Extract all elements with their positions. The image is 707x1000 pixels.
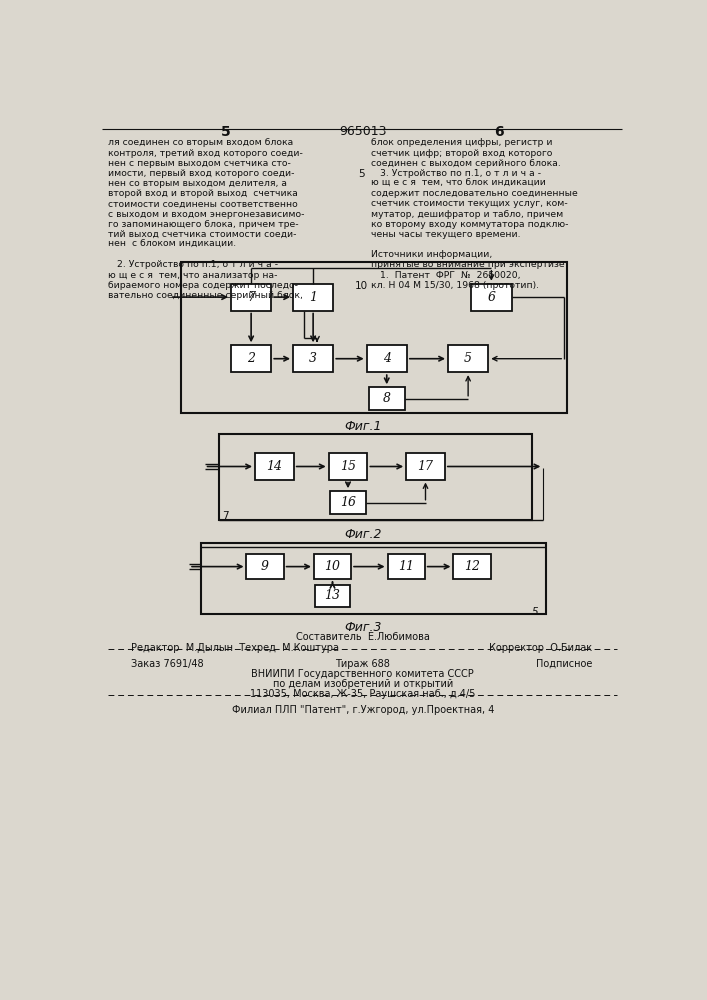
Text: 3: 3 xyxy=(309,352,317,365)
Text: Подписное: Подписное xyxy=(536,659,592,669)
Text: Фиг.1: Фиг.1 xyxy=(344,420,382,433)
Text: Источники информации,: Источники информации, xyxy=(371,250,493,259)
Text: ю щ е с я  тем, что блок индикации: ю щ е с я тем, что блок индикации xyxy=(371,179,546,188)
Bar xyxy=(293,284,333,311)
Text: блок определения цифры, регистр и: блок определения цифры, регистр и xyxy=(371,138,553,147)
Text: 113035, Москва, Ж-35, Раушская наб., д.4/5: 113035, Москва, Ж-35, Раушская наб., д.4… xyxy=(250,689,475,699)
Text: ВНИИПИ Государственного комитета СССР: ВНИИПИ Государственного комитета СССР xyxy=(252,669,474,679)
Text: вательно соединенные серийный блок,: вательно соединенные серийный блок, xyxy=(107,291,303,300)
Text: Корректор  О.Билак: Корректор О.Билак xyxy=(489,643,592,653)
Text: 1.  Патент  ФРГ  №  2650020,: 1. Патент ФРГ № 2650020, xyxy=(371,271,521,280)
Text: с выходом и входом энергонезависимо-: с выходом и входом энергонезависимо- xyxy=(107,210,304,219)
Text: тий выход счетчика стоимости соеди-: тий выход счетчика стоимости соеди- xyxy=(107,230,296,239)
Text: 10: 10 xyxy=(325,560,341,573)
Text: 6: 6 xyxy=(494,125,504,139)
Text: 7: 7 xyxy=(247,291,255,304)
Bar xyxy=(218,434,532,520)
Bar xyxy=(315,585,349,607)
Text: принятые во внимание при экспертизе: принятые во внимание при экспертизе xyxy=(371,260,565,269)
Text: чены часы текущего времени.: чены часы текущего времени. xyxy=(371,230,521,239)
Text: 5.: 5. xyxy=(532,607,542,617)
Bar xyxy=(330,491,366,514)
Bar xyxy=(231,345,271,372)
Text: нен со вторым выходом делителя, а: нен со вторым выходом делителя, а xyxy=(107,179,287,188)
Text: 12: 12 xyxy=(464,560,480,573)
Text: го запоминающего блока, причем тре-: го запоминающего блока, причем тре- xyxy=(107,220,298,229)
Text: второй вход и второй выход  счетчика: второй вход и второй выход счетчика xyxy=(107,189,298,198)
Bar xyxy=(472,284,512,311)
Text: 4: 4 xyxy=(382,352,391,365)
Bar xyxy=(448,345,489,372)
Text: 11: 11 xyxy=(398,560,414,573)
Text: 15: 15 xyxy=(340,460,356,473)
Bar xyxy=(182,262,567,413)
Text: 8: 8 xyxy=(382,392,391,405)
Text: 3. Устройство по п.1, о т л и ч а -: 3. Устройство по п.1, о т л и ч а - xyxy=(371,169,542,178)
Text: 7: 7 xyxy=(222,511,228,521)
Text: кл. Н 04 М 15/30, 1968 (прототип).: кл. Н 04 М 15/30, 1968 (прототип). xyxy=(371,281,539,290)
Bar xyxy=(314,554,351,579)
Text: 5: 5 xyxy=(221,125,230,139)
Text: Заказ 7691/48: Заказ 7691/48 xyxy=(131,659,204,669)
Text: Составитель  Е.Любимова: Составитель Е.Любимова xyxy=(296,632,430,642)
Text: нен  с блоком индикации.: нен с блоком индикации. xyxy=(107,240,236,249)
Text: ю щ е с я  тем, что анализатор на-: ю щ е с я тем, что анализатор на- xyxy=(107,271,277,280)
Text: стоимости соединены соответственно: стоимости соединены соответственно xyxy=(107,199,298,208)
Bar xyxy=(387,554,425,579)
Text: мутатор, дешифратор и табло, причем: мутатор, дешифратор и табло, причем xyxy=(371,210,563,219)
Bar xyxy=(293,345,333,372)
Text: ко второму входу коммутатора подклю-: ко второму входу коммутатора подклю- xyxy=(371,220,568,229)
Text: счетчик цифр; второй вход которого: счетчик цифр; второй вход которого xyxy=(371,149,553,158)
Bar xyxy=(329,453,368,480)
Text: 16: 16 xyxy=(340,496,356,509)
Text: счетчик стоимости текущих услуг, ком-: счетчик стоимости текущих услуг, ком- xyxy=(371,199,568,208)
Text: 6: 6 xyxy=(487,291,496,304)
Bar xyxy=(367,345,407,372)
Bar xyxy=(231,284,271,311)
Text: 2: 2 xyxy=(247,352,255,365)
Text: 2. Устройство по п.1, о т л и ч а -: 2. Устройство по п.1, о т л и ч а - xyxy=(107,260,278,269)
Text: бираемого номера содержит последо-: бираемого номера содержит последо- xyxy=(107,281,298,290)
Text: Фиг.3: Фиг.3 xyxy=(344,621,382,634)
Text: 5: 5 xyxy=(358,169,365,179)
Bar xyxy=(255,453,293,480)
Text: 9: 9 xyxy=(261,560,269,573)
Text: Филиал ПЛП "Патент", г.Ужгород, ул.Проектная, 4: Филиал ПЛП "Патент", г.Ужгород, ул.Проек… xyxy=(231,705,494,715)
Text: 17: 17 xyxy=(418,460,433,473)
Text: соединен с выходом серийного блока.: соединен с выходом серийного блока. xyxy=(371,159,561,168)
Text: имости, первый вход которого соеди-: имости, первый вход которого соеди- xyxy=(107,169,294,178)
Text: 1: 1 xyxy=(309,291,317,304)
Text: 965013: 965013 xyxy=(339,125,387,138)
Text: ля соединен со вторым входом блока: ля соединен со вторым входом блока xyxy=(107,138,293,147)
Text: Фиг.2: Фиг.2 xyxy=(344,528,382,541)
Text: 14: 14 xyxy=(267,460,282,473)
Text: 5: 5 xyxy=(464,352,472,365)
Bar xyxy=(247,554,284,579)
Text: 10: 10 xyxy=(355,281,368,291)
Bar xyxy=(406,453,445,480)
Text: по делам изобретений и открытий: по делам изобретений и открытий xyxy=(273,679,453,689)
Text: 13: 13 xyxy=(325,589,341,602)
Text: содержит последовательно соединенные: содержит последовательно соединенные xyxy=(371,189,578,198)
Bar xyxy=(369,387,404,410)
Text: нен с первым выходом счетчика сто-: нен с первым выходом счетчика сто- xyxy=(107,159,291,168)
Bar xyxy=(453,554,491,579)
Text: Тираж 688: Тираж 688 xyxy=(335,659,390,669)
Text: Редактор  М.Дылын  Техред  М.Коштура: Редактор М.Дылын Техред М.Коштура xyxy=(131,643,339,653)
Text: контроля, третий вход которого соеди-: контроля, третий вход которого соеди- xyxy=(107,149,303,158)
Bar xyxy=(201,544,546,614)
